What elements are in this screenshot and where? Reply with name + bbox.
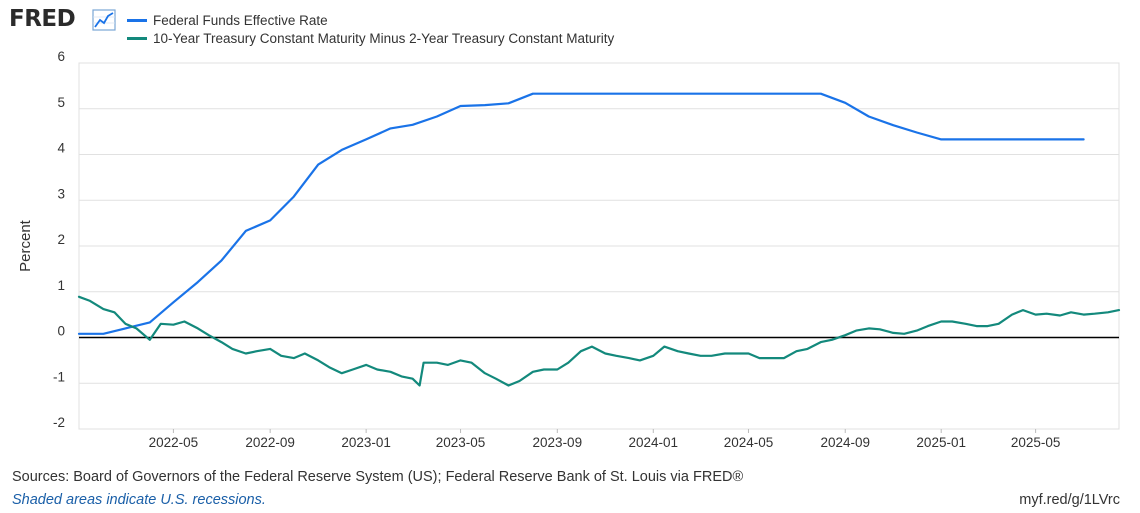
x-tick-label: 2025-01 (916, 435, 966, 450)
y-axis-label: Percent (17, 219, 34, 272)
legend-label-spread: 10-Year Treasury Constant Maturity Minus… (153, 30, 615, 46)
x-tick-label: 2022-09 (245, 435, 295, 450)
series-line-fed-funds (77, 92, 1085, 335)
x-tick-label: 2023-09 (533, 435, 583, 450)
legend-item-spread[interactable]: 10-Year Treasury Constant Maturity Minus… (127, 29, 614, 47)
chart-legend: Federal Funds Effective Rate 10-Year Tre… (127, 11, 614, 47)
y-tick-label: 0 (57, 324, 65, 339)
y-tick-label: 3 (57, 186, 65, 201)
y-tick-label: 2 (57, 232, 65, 247)
chart-header: FRED Federal Funds Effective Rate 10-Yea… (0, 0, 1140, 52)
series-line-spread (77, 295, 1121, 387)
legend-swatch-fed-funds (127, 18, 147, 22)
line-chart: -2 -1 0 1 2 3 4 5 6 2022-05 2022-09 2023-01 2023-05 2… (17, 49, 1121, 450)
x-tick-label: 2025-05 (1011, 435, 1061, 450)
x-tick-label: 2024-05 (724, 435, 774, 450)
sources-text: Sources: Board of Governors of the Feder… (12, 469, 744, 485)
x-tick-label: 2023-01 (341, 435, 391, 450)
line-chart-icon (92, 9, 116, 31)
short-link[interactable]: myf.red/g/1LVrc (1019, 492, 1120, 508)
y-tick-label: 6 (57, 49, 65, 64)
fred-logo[interactable]: FRED (9, 6, 76, 32)
y-tick-label: 5 (57, 95, 65, 110)
x-tick-label: 2023-05 (436, 435, 486, 450)
x-tick-label: 2024-01 (629, 435, 679, 450)
y-tick-label: -2 (53, 415, 65, 430)
recession-note: Shaded areas indicate U.S. recessions. (12, 492, 266, 508)
legend-label-fed-funds: Federal Funds Effective Rate (153, 12, 328, 28)
y-tick-label: 1 (57, 278, 65, 293)
legend-item-fed-funds[interactable]: Federal Funds Effective Rate (127, 11, 614, 29)
legend-swatch-spread (127, 36, 147, 40)
x-tick-label: 2022-05 (149, 435, 199, 450)
y-tick-label: 4 (57, 141, 65, 156)
x-tick-label: 2024-09 (820, 435, 870, 450)
y-tick-label: -1 (53, 369, 65, 384)
